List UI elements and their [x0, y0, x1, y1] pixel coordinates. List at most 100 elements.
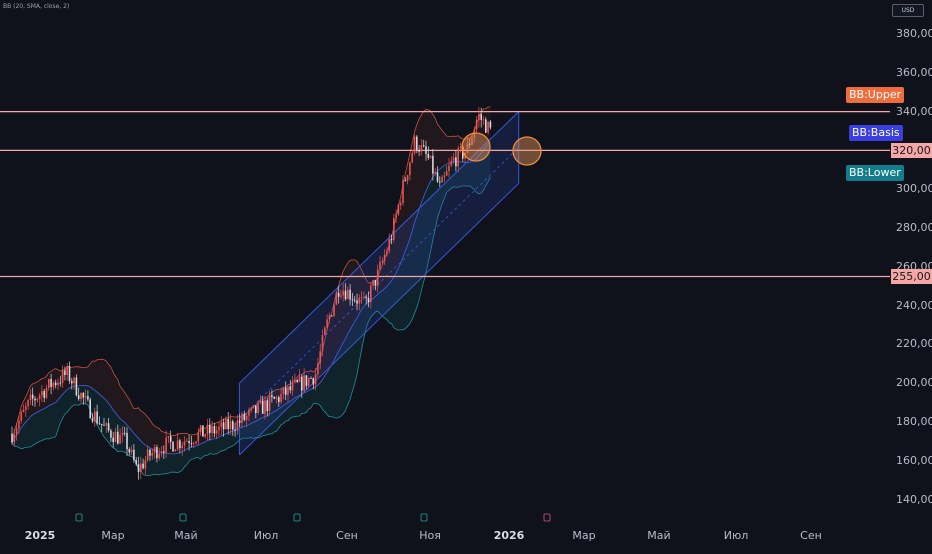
candle-body [314, 374, 317, 385]
candle-body [64, 370, 66, 375]
y-tick-label: 140,00 [896, 492, 932, 506]
candle-body [45, 387, 48, 398]
candle-body [388, 239, 390, 252]
bb-basis-line [11, 141, 491, 455]
candle-body [89, 399, 91, 419]
candle-body [317, 363, 319, 375]
candle-body [225, 418, 227, 430]
x-tick-label: Сен [800, 529, 822, 542]
candle-body [119, 434, 121, 444]
candle-body [61, 370, 64, 383]
candle-body [190, 443, 193, 444]
candle-body [252, 405, 255, 408]
candle-body [211, 426, 213, 433]
candle-body [337, 292, 340, 297]
x-tick-label: Июл [723, 529, 749, 542]
candle-body [110, 430, 112, 438]
candle-body [176, 440, 179, 450]
bb-upper-fill [12, 106, 491, 454]
candle-body [393, 218, 395, 240]
candle-body [50, 378, 52, 388]
currency-badge[interactable]: USD [892, 4, 924, 17]
candle-body [84, 396, 87, 398]
candle-body [126, 432, 128, 450]
candle-body [192, 443, 195, 445]
y-tick-label: 160,00 [896, 453, 932, 467]
candle-body [229, 421, 232, 430]
candle-body [169, 436, 172, 442]
candle-body [133, 449, 135, 461]
candle-body [326, 319, 328, 328]
candle-body [20, 411, 22, 421]
candle-body [167, 436, 170, 438]
candle-body [333, 304, 335, 316]
candle-body [41, 391, 43, 396]
candle-body [165, 437, 167, 453]
candle-body [310, 378, 312, 379]
candle-body [234, 429, 236, 431]
candle-body [353, 299, 356, 301]
candle-body [13, 434, 16, 443]
highlight-circles [461, 132, 542, 166]
channel-lower-line [239, 183, 520, 456]
highlight-circle [461, 132, 491, 162]
candle-body [103, 424, 105, 426]
candle-body [91, 418, 94, 422]
candle-body [319, 351, 321, 364]
candle-body [117, 431, 119, 444]
candle-body [245, 415, 248, 420]
event-marker-icon [420, 513, 428, 522]
candle-body [18, 420, 20, 429]
candle-body [443, 175, 446, 178]
channel-upper-line [239, 111, 520, 384]
candle-body [282, 387, 285, 394]
y-tick-label: 340,00 [896, 104, 932, 118]
y-tick-label: 220,00 [896, 337, 932, 351]
candle-body [459, 147, 462, 149]
candle-body [98, 423, 101, 425]
candle-body [457, 148, 459, 167]
candle-body [301, 376, 303, 391]
indicator-legend[interactable]: BB (20, SMA, close, 2) [3, 3, 70, 10]
candle-body [406, 175, 409, 181]
candle-body [360, 297, 363, 299]
candle-body [218, 426, 220, 431]
candle-body [436, 172, 439, 182]
candle-body [130, 449, 133, 453]
candle-body [370, 285, 372, 303]
event-marker-icon [75, 513, 83, 522]
candle-body [448, 165, 450, 172]
candle-body [137, 464, 140, 473]
candle-body [213, 426, 216, 434]
candle-body [52, 382, 55, 388]
x-tick-label: 2025 [24, 529, 56, 542]
candle-body [399, 202, 402, 205]
bb-upper-label: BB:Upper [846, 87, 905, 103]
candle-body [174, 449, 177, 452]
candle-body [445, 171, 448, 176]
candle-body [365, 296, 367, 298]
candle-body [344, 290, 347, 300]
candle-body [347, 289, 349, 300]
candle-body [36, 398, 39, 401]
candle-body [153, 447, 156, 453]
candle-body [66, 366, 68, 375]
candle-body [100, 423, 103, 425]
candle-body [367, 297, 370, 303]
candle-body [383, 254, 386, 261]
candle-body [112, 437, 114, 443]
candle-body [114, 431, 117, 443]
candle-body [328, 315, 331, 320]
candle-body [43, 391, 45, 398]
candle-body [273, 396, 275, 399]
candle-body [73, 377, 75, 384]
candle-body [204, 434, 206, 437]
x-tick-label: Мар [101, 529, 125, 542]
candle-body [195, 441, 197, 444]
candle-body [374, 279, 377, 286]
candle-body [140, 463, 142, 473]
candle-body [480, 114, 482, 120]
candle-body [25, 406, 27, 410]
